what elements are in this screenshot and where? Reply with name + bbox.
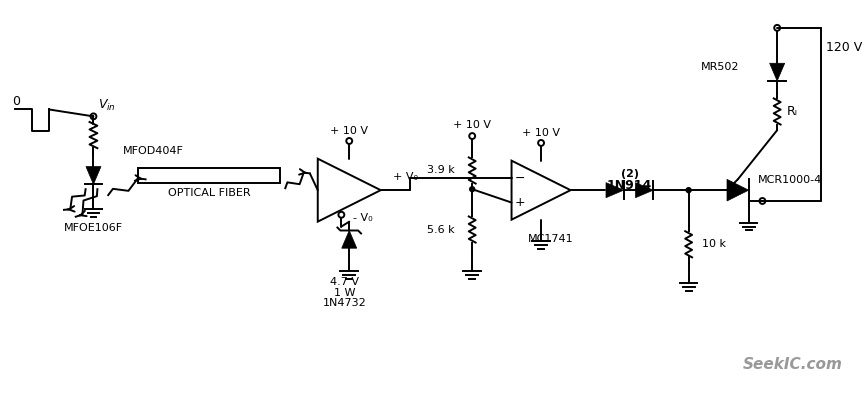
Text: + 10 V: + 10 V: [330, 126, 368, 136]
Text: + 10 V: + 10 V: [453, 120, 491, 130]
Text: 10 k: 10 k: [702, 239, 727, 249]
Polygon shape: [512, 161, 571, 220]
Bar: [138, 168, 281, 183]
Text: 4.7 V: 4.7 V: [330, 277, 359, 287]
Polygon shape: [318, 159, 381, 222]
Polygon shape: [727, 179, 748, 201]
Text: 0: 0: [12, 94, 20, 108]
Circle shape: [759, 198, 766, 204]
Text: OPTICAL FIBER: OPTICAL FIBER: [168, 188, 250, 198]
Text: $+$: $+$: [514, 196, 525, 209]
Text: MR502: MR502: [701, 62, 740, 72]
Circle shape: [774, 25, 780, 31]
Circle shape: [346, 138, 352, 144]
Polygon shape: [342, 230, 357, 248]
Circle shape: [339, 212, 345, 218]
Polygon shape: [86, 166, 101, 184]
Text: (2): (2): [621, 168, 638, 178]
Text: 1 W: 1 W: [333, 288, 355, 298]
Text: 1N4732: 1N4732: [322, 298, 366, 308]
Circle shape: [686, 188, 691, 193]
Text: 1N914: 1N914: [607, 179, 652, 192]
Text: 5.6 k: 5.6 k: [427, 224, 455, 234]
Text: MFOD404F: MFOD404F: [123, 146, 184, 156]
Text: 120 V: 120 V: [826, 41, 863, 54]
Text: MCR1000-4: MCR1000-4: [758, 175, 822, 185]
Text: MFOE106F: MFOE106F: [64, 223, 123, 233]
Polygon shape: [770, 63, 785, 81]
Text: + 10 V: + 10 V: [522, 128, 560, 138]
Circle shape: [91, 114, 96, 119]
Text: + V₀: + V₀: [392, 172, 417, 182]
Text: $V_{in}$: $V_{in}$: [99, 98, 116, 114]
Text: $-$: $-$: [514, 171, 525, 184]
Circle shape: [469, 133, 475, 139]
Polygon shape: [636, 183, 653, 198]
Text: Rₗ: Rₗ: [787, 105, 798, 118]
Text: - V₀: - V₀: [353, 213, 372, 223]
Text: 3.9 k: 3.9 k: [427, 166, 455, 176]
Polygon shape: [606, 183, 624, 198]
Circle shape: [469, 187, 475, 192]
Text: MC1741: MC1741: [528, 234, 573, 244]
Text: SeekIC.com: SeekIC.com: [743, 357, 843, 372]
Circle shape: [538, 140, 544, 146]
